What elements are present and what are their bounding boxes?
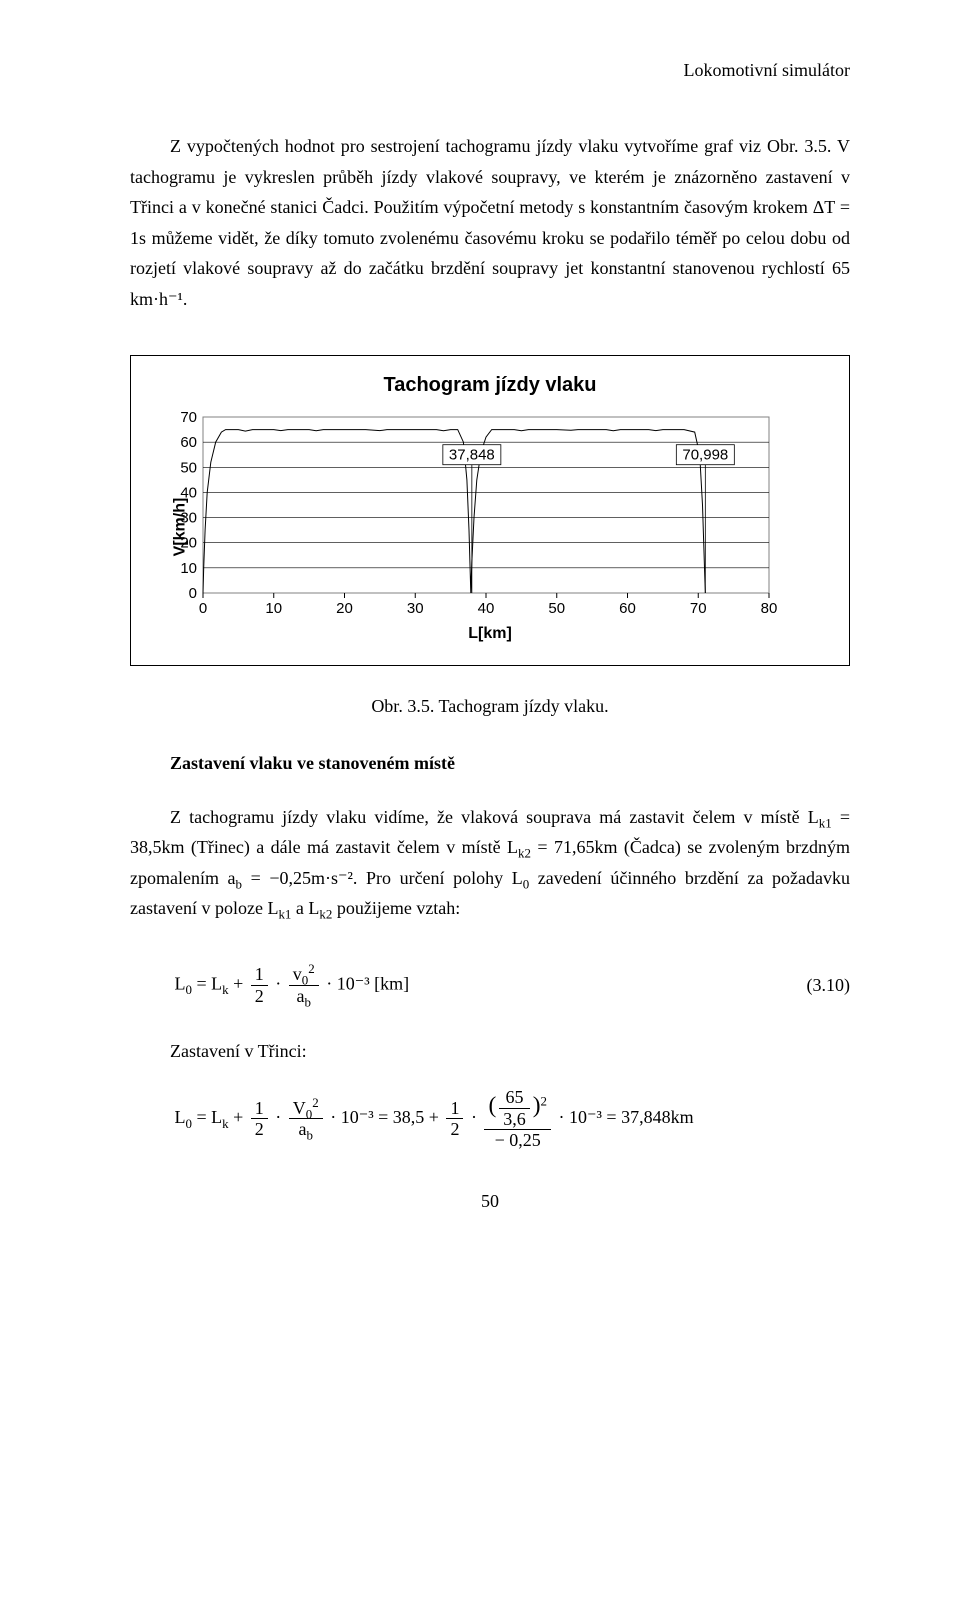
svg-text:10: 10 [180, 559, 197, 576]
svg-text:60: 60 [180, 434, 197, 451]
svg-text:30: 30 [407, 600, 424, 617]
paragraph-2: Z tachogramu jízdy vlaku vidíme, že vlak… [130, 802, 850, 924]
svg-text:60: 60 [619, 600, 636, 617]
svg-text:0: 0 [199, 600, 207, 617]
svg-text:70: 70 [180, 411, 197, 426]
equation-number: (3.10) [807, 975, 851, 996]
svg-text:10: 10 [265, 600, 282, 617]
subheading-stop: Zastavení vlaku ve stanoveném místě [170, 753, 850, 774]
figure-caption: Obr. 3.5. Tachogram jízdy vlaku. [130, 696, 850, 717]
svg-text:0: 0 [189, 585, 197, 602]
svg-text:50: 50 [548, 600, 565, 617]
paragraph-1: Z vypočtených hodnot pro sestrojení tach… [130, 131, 850, 315]
svg-text:20: 20 [336, 600, 353, 617]
equation-trinec: L0 = Lk + 12 · V02 ab · 10⁻³ = 38,5 + 12… [130, 1087, 850, 1151]
chart-ylabel: V[km/h] [171, 497, 189, 556]
svg-text:40: 40 [478, 600, 495, 617]
tachogram-chart-container: Tachogram jízdy vlaku V[km/h] 0 10 20 30 40 5… [130, 355, 850, 666]
chart-title: Tachogram jízdy vlaku [159, 374, 821, 397]
svg-text:37,848: 37,848 [449, 446, 495, 463]
svg-text:80: 80 [761, 600, 778, 617]
p2-pre: Z tachogramu jízdy vlaku vidíme, že vlak… [170, 807, 808, 827]
page-number: 50 [130, 1191, 850, 1212]
svg-text:70,998: 70,998 [682, 446, 728, 463]
running-header: Lokomotivní simulátor [130, 60, 850, 81]
equation-3-10: L0 = Lk + 12 · v02 ab · 10⁻³ [km] (3.10) [130, 964, 850, 1006]
svg-text:50: 50 [180, 459, 197, 476]
chart-xlabel: L[km] [159, 625, 821, 643]
svg-text:70: 70 [690, 600, 707, 617]
stop-trinec-label: Zastavení v Třinci: [130, 1036, 850, 1067]
tachogram-chart: 0102030405060700102030405060708037,84870… [159, 411, 779, 621]
